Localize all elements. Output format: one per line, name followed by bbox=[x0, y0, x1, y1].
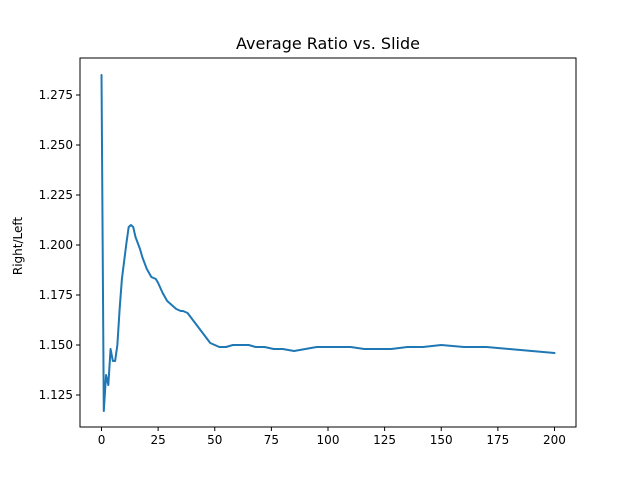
y-tick-label: 1.150 bbox=[39, 338, 73, 352]
y-tick-label: 1.250 bbox=[39, 138, 73, 152]
x-tick-label: 75 bbox=[264, 433, 279, 447]
x-tick-label: 25 bbox=[150, 433, 165, 447]
y-tick-label: 1.200 bbox=[39, 238, 73, 252]
x-tick-label: 50 bbox=[207, 433, 222, 447]
y-tick-label: 1.225 bbox=[39, 188, 73, 202]
y-tick-label: 1.125 bbox=[39, 388, 73, 402]
plot-frame bbox=[79, 57, 577, 428]
x-tick-label: 125 bbox=[373, 433, 396, 447]
chart-title: Average Ratio vs. Slide bbox=[236, 34, 420, 53]
x-tick-label: 150 bbox=[430, 433, 453, 447]
x-tick-label: 200 bbox=[543, 433, 566, 447]
x-tick-label: 175 bbox=[486, 433, 509, 447]
series-layer bbox=[100, 74, 556, 412]
x-tick-label: 100 bbox=[317, 433, 340, 447]
series-line-0 bbox=[100, 74, 556, 412]
x-axis-ticks: 0 25 50 75 100 125 150 175 200 bbox=[98, 427, 566, 447]
y-tick-label: 1.175 bbox=[39, 288, 73, 302]
y-axis-ticks: 1.125 1.150 1.175 1.200 1.225 1.250 1.275 bbox=[39, 88, 80, 402]
x-tick-label: 0 bbox=[98, 433, 106, 447]
y-tick-label: 1.275 bbox=[39, 88, 73, 102]
y-axis-label: Right/Left bbox=[11, 217, 25, 276]
